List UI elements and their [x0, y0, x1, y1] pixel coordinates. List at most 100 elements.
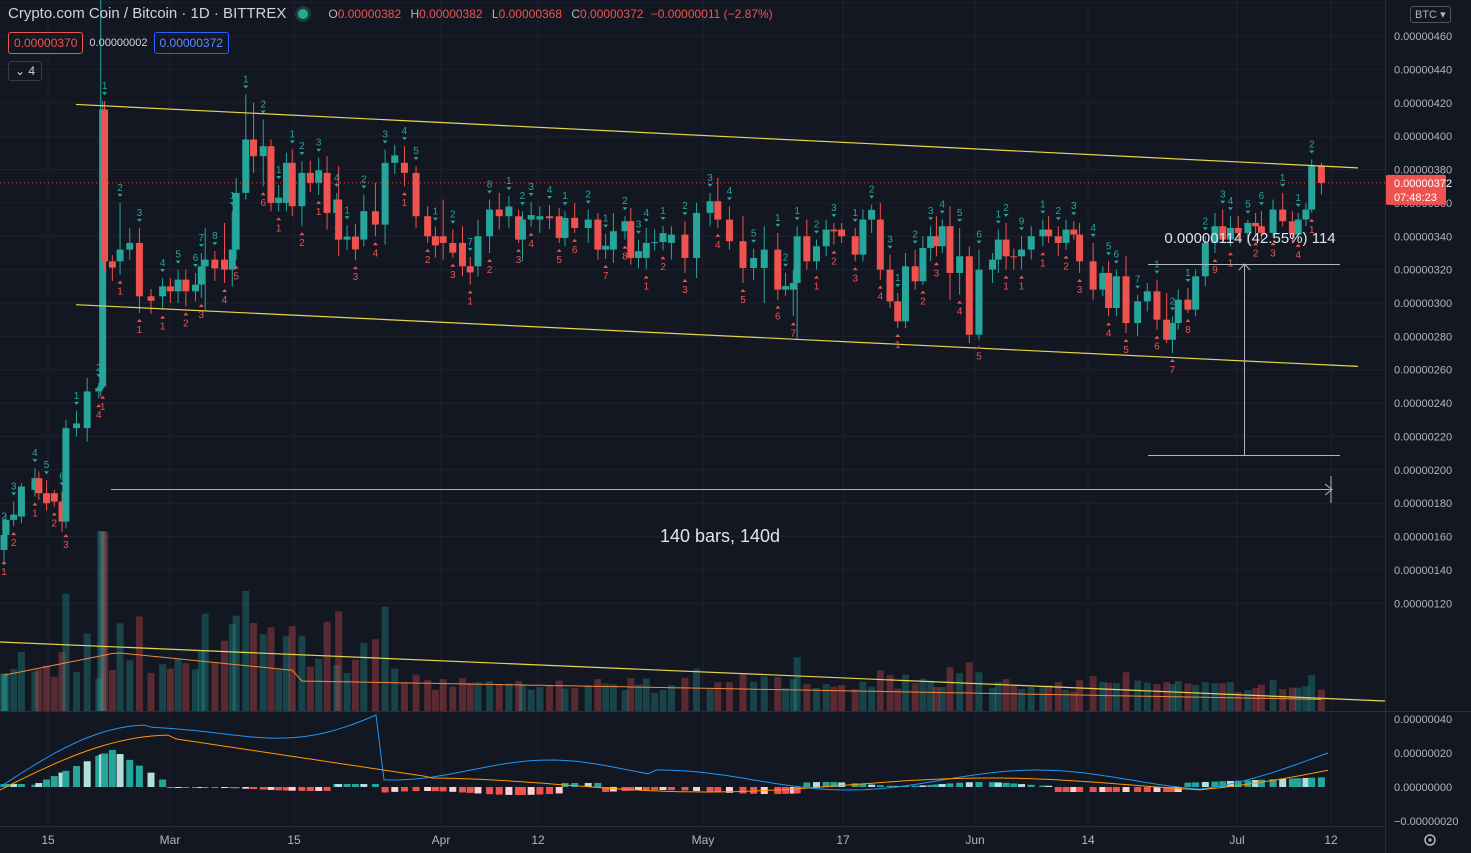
macd-bar: [1234, 780, 1242, 787]
volume-bar: [298, 635, 306, 711]
candle-body: [466, 266, 474, 273]
candle-body: [1105, 272, 1113, 309]
td-label-green: 1: [276, 165, 282, 176]
td-label-red: 4: [1106, 328, 1112, 339]
volume-bar: [1018, 689, 1026, 711]
volume-bar: [1201, 682, 1209, 711]
td-arrow-down: [102, 92, 108, 96]
volume-bar: [62, 593, 70, 711]
price-tick-label: 0.00000120: [1394, 598, 1452, 610]
td-arrow-down: [1135, 285, 1141, 289]
symbol-title[interactable]: Crypto.com Coin / Bitcoin · 1D · BITTREX: [8, 5, 287, 22]
td-label-green: 4: [727, 186, 733, 197]
td-arrow-down: [1154, 270, 1160, 274]
td-arrow-up: [740, 288, 746, 292]
macd-bar: [659, 787, 667, 791]
td-arrow-down: [506, 187, 512, 191]
candle-body: [750, 258, 758, 268]
candle-body: [594, 219, 602, 250]
candle: [1257, 211, 1265, 240]
candle: [1288, 211, 1296, 243]
volume-bar: [659, 689, 667, 711]
sell-button[interactable]: 0.00000370: [8, 32, 84, 54]
candle-body: [932, 236, 940, 247]
candle-body: [584, 219, 592, 228]
candle: [197, 252, 205, 298]
td-label-red: 4: [878, 292, 884, 303]
volume-bar: [1062, 690, 1070, 711]
gear-icon[interactable]: [1424, 834, 1436, 846]
currency-selector[interactable]: BTC ▾: [1410, 6, 1451, 23]
buy-button[interactable]: 0.00000372: [153, 32, 229, 54]
macd-bar: [505, 787, 513, 795]
candle: [609, 212, 617, 263]
td-arrow-up: [1227, 252, 1233, 256]
candle-body: [221, 259, 229, 270]
td-label-red: 1: [160, 322, 166, 333]
candle-body: [1070, 229, 1078, 235]
macd-bar: [602, 787, 610, 792]
candle-body: [1076, 234, 1084, 262]
candle: [886, 254, 894, 309]
candle: [43, 480, 51, 511]
spread-value: 0.00000002: [89, 37, 148, 49]
candle: [546, 205, 554, 229]
volume-bar: [911, 683, 919, 711]
macd-bar: [1018, 784, 1026, 787]
td-arrow-up: [233, 265, 239, 269]
candle: [1308, 159, 1316, 213]
volume-bar: [1192, 685, 1200, 711]
td-label-red: 1: [32, 509, 38, 520]
price-tick-label: 0.00000400: [1394, 131, 1452, 143]
candle-body: [561, 217, 569, 238]
macd-bar: [323, 787, 331, 791]
td-arrow-down: [1227, 207, 1233, 211]
td-arrow-down: [852, 218, 858, 222]
candle: [228, 211, 236, 287]
macd-bar: [43, 779, 51, 787]
td-label-red: 3: [63, 540, 69, 551]
candle: [1122, 256, 1130, 334]
td-label-green: 1: [996, 210, 1002, 221]
candle-body: [1269, 209, 1277, 233]
td-label-red: 7: [790, 328, 796, 339]
macd-bar: [518, 787, 526, 795]
td-arrow-up: [100, 395, 106, 399]
td-label-green: 7: [199, 233, 205, 244]
td-arrow-up: [1154, 335, 1160, 339]
price-tick-label: 0.00000460: [1394, 31, 1452, 43]
chart-header: Crypto.com Coin / Bitcoin · 1D · BITTREX…: [8, 5, 773, 22]
td-arrow-up: [222, 288, 228, 292]
td-arrow-up: [1106, 322, 1112, 326]
td-label-green: 4: [547, 185, 553, 196]
indicator-collapse-button[interactable]: ⌄ 4: [8, 61, 43, 81]
candle-body: [343, 236, 351, 240]
volume-bar: [1010, 684, 1018, 711]
td-arrow-up: [1077, 278, 1083, 282]
time-tick-label: 15: [287, 833, 301, 847]
candle: [1234, 216, 1242, 240]
candle-body: [306, 172, 314, 183]
candle-body: [1294, 219, 1302, 235]
td-label-red: 3: [934, 268, 940, 279]
td-arrow-down: [198, 243, 204, 247]
time-tick-label: Jul: [1229, 833, 1244, 847]
td-arrow-down: [32, 459, 38, 463]
macd-bar: [830, 782, 838, 787]
candle-body: [965, 256, 973, 335]
candle: [989, 252, 997, 283]
td-arrow-up: [450, 263, 456, 267]
td-arrow-up: [1253, 242, 1259, 246]
volume-bar: [333, 665, 341, 711]
macd-bar: [789, 787, 797, 794]
candle-body: [946, 226, 954, 273]
candle: [335, 166, 343, 257]
candle: [250, 102, 258, 173]
macd-bar: [803, 782, 811, 787]
candle: [166, 277, 174, 303]
volume-bar: [621, 690, 629, 711]
candle-body: [635, 251, 643, 258]
macd-bar: [298, 787, 306, 791]
